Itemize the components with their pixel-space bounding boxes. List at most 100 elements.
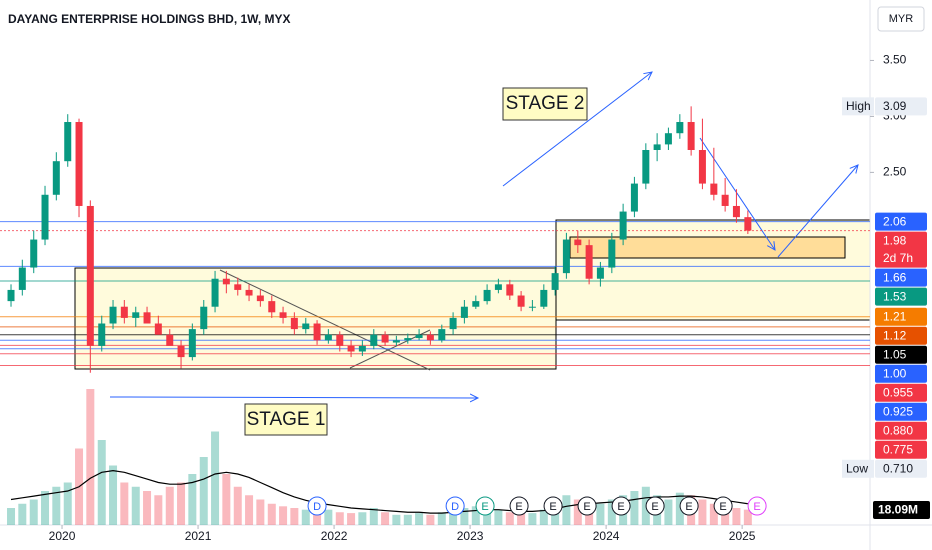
countdown-label: 2d 7h (883, 251, 913, 265)
price-label: 0.880 (883, 423, 913, 437)
volume-bar (109, 465, 118, 525)
candle-body (698, 150, 706, 184)
price-label-box (875, 326, 927, 345)
candle-body (177, 345, 185, 358)
price-label-box (875, 421, 927, 440)
volume-label-box (873, 501, 930, 519)
y-tick-label: 3.50 (883, 53, 907, 67)
candle-body (188, 329, 196, 358)
volume-bar (358, 512, 367, 525)
price-label: 1.98 (883, 233, 907, 247)
candle-body (528, 306, 536, 308)
candle-body (506, 284, 514, 296)
event-label: D (451, 501, 459, 513)
candle-body (256, 295, 264, 302)
candle-body (211, 278, 219, 307)
y-tick-label: 2.50 (883, 165, 907, 179)
volume-bar (426, 514, 435, 525)
candle-body (18, 267, 26, 290)
arrow (699, 137, 775, 250)
price-label-box (875, 268, 927, 287)
candle-body (517, 295, 525, 307)
price-label: 1.05 (883, 347, 907, 361)
volume-bar (290, 508, 299, 525)
candle-body (200, 306, 208, 330)
candle-body (710, 183, 718, 195)
volume-bar (97, 440, 106, 525)
volume-bar (562, 495, 571, 525)
volume-bar (154, 495, 163, 525)
candle-body (166, 334, 174, 346)
event-label: E (753, 501, 760, 513)
event-label: D (313, 501, 321, 513)
volume-bar (313, 508, 322, 525)
chart-title: DAYANG ENTERPRISE HOLDINGS BHD, 1W, MYX (8, 12, 291, 26)
candle-body (64, 122, 72, 162)
volume-bar (517, 513, 526, 525)
candle-body (676, 122, 684, 134)
candle-body (687, 122, 695, 150)
stage1-box (74, 267, 557, 370)
candle-body (392, 340, 400, 343)
price-label-box (875, 364, 927, 383)
volume-bar (279, 506, 288, 525)
volume-bar (528, 513, 537, 525)
candle-body (109, 306, 117, 324)
price-label: 2.06 (883, 214, 907, 228)
event-marker (747, 496, 767, 516)
candle-body (370, 334, 378, 346)
x-tick-label: 2025 (729, 529, 756, 543)
candle-body (664, 133, 672, 145)
x-tick-label: 2023 (457, 529, 484, 543)
volume-bar (392, 514, 401, 525)
volume-bar (721, 506, 730, 525)
volume-bar (494, 509, 503, 525)
volume-bar (630, 491, 639, 525)
volume-bar (483, 508, 492, 525)
volume-bar (415, 513, 424, 525)
candle-body (562, 239, 570, 274)
candle-body (653, 144, 661, 150)
candle-body (52, 161, 60, 195)
candle-body (98, 323, 106, 346)
volume-bar (437, 512, 446, 525)
candle-body (381, 334, 389, 343)
candle-body (494, 284, 502, 290)
volume-bar (381, 512, 390, 525)
price-label-box (875, 383, 927, 402)
volume-bar (471, 506, 480, 525)
volume-bar (52, 486, 61, 525)
zone-box (569, 236, 846, 259)
volume-bar (743, 509, 752, 525)
price-label: 1.00 (883, 366, 907, 380)
stage-label-box (244, 403, 328, 436)
candle-body (585, 245, 593, 279)
price-label: 0.710 (883, 461, 913, 475)
candle-body (234, 284, 242, 290)
price-label-box (875, 231, 927, 268)
volume-bar (709, 503, 718, 525)
price-tag-box (842, 97, 874, 116)
price-label: 1.66 (883, 270, 907, 284)
volume-bar (131, 486, 140, 525)
event-label: E (549, 501, 556, 513)
candle-body (426, 334, 434, 341)
volume-bar (324, 509, 333, 525)
price-label-box (875, 440, 927, 459)
price-label: 0.775 (883, 442, 913, 456)
volume-bar (188, 474, 197, 525)
price-label-box (875, 402, 927, 421)
candle-body (279, 312, 287, 318)
candle-body (86, 205, 94, 346)
price-label-box (875, 307, 927, 326)
currency: MYR (889, 13, 914, 25)
price-tag-box (842, 459, 874, 478)
candle-body (483, 289, 491, 302)
candle-body (336, 334, 344, 346)
candle-body (41, 194, 49, 240)
candle-body (619, 211, 627, 240)
candle-body (744, 217, 752, 231)
candle-body (630, 183, 638, 212)
candle-body (608, 239, 616, 268)
volume-bar (222, 474, 231, 525)
